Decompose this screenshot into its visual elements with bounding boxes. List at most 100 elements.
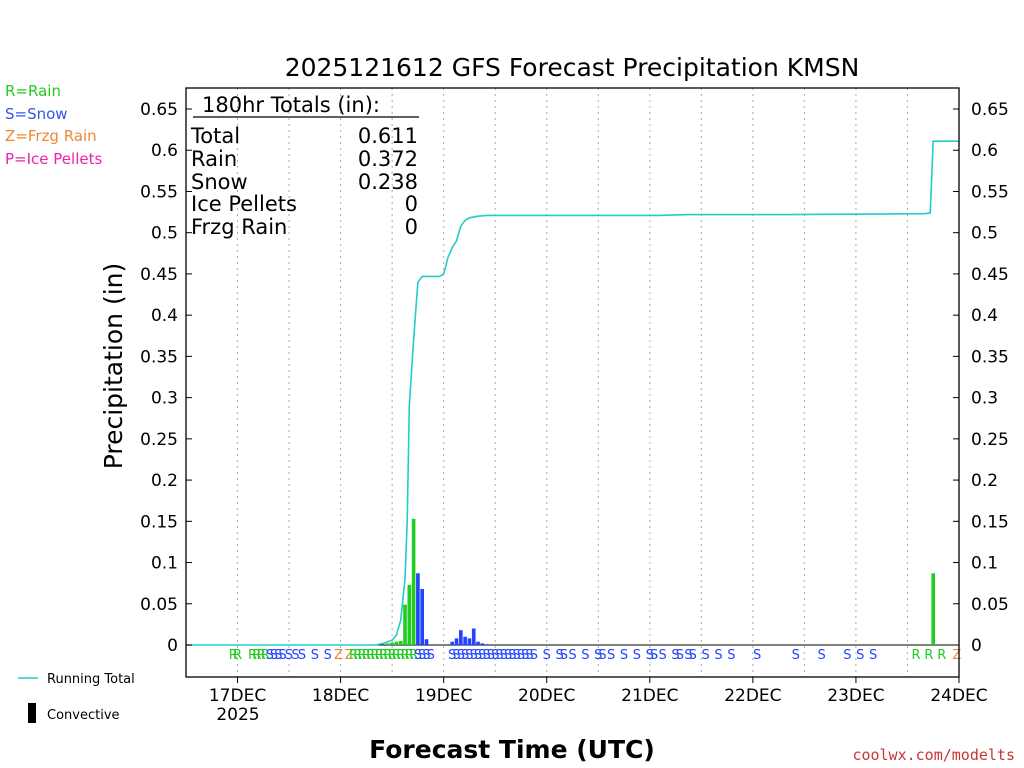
ptype-marker: S xyxy=(285,648,293,663)
totals-label-rain: Rain xyxy=(191,147,237,171)
y-tick-label-left: 0 xyxy=(167,636,178,656)
ptype-marker: S xyxy=(792,648,800,663)
ptype-marker: R xyxy=(379,648,388,663)
ptype-marker: S xyxy=(727,648,735,663)
y-tick-label-right: 0.25 xyxy=(971,430,1009,450)
y-tick-label-right: 0.05 xyxy=(971,595,1009,615)
ptype-marker: R xyxy=(405,648,414,663)
ptype-marker: S xyxy=(646,648,654,663)
ptype-marker: S xyxy=(817,648,825,663)
convective-legend-swatch xyxy=(28,703,36,723)
ptype-marker: S xyxy=(508,648,516,663)
rain-bar xyxy=(398,640,403,645)
ptype-marker: S xyxy=(270,648,278,663)
y-tick-label-left: 0.3 xyxy=(151,389,178,409)
ptype-marker: S xyxy=(324,648,332,663)
snow-bar xyxy=(484,644,489,645)
ptype-marker: S xyxy=(274,648,282,663)
rain-bar xyxy=(386,643,390,645)
snow-bar xyxy=(476,641,480,645)
year-label: 2025 xyxy=(216,705,259,725)
y-tick-label-left: 0.45 xyxy=(140,265,178,285)
y-tick-label-right: 0.45 xyxy=(971,265,1009,285)
y-tick-label-left: 0.05 xyxy=(140,595,178,615)
y-tick-label-right: 0.5 xyxy=(971,224,998,244)
x-tick-label: 20DEC xyxy=(518,686,575,706)
ptype-marker: S xyxy=(418,648,426,663)
ptype-marker: R xyxy=(409,648,418,663)
ptype-marker: S xyxy=(457,648,465,663)
x-tick-label: 23DEC xyxy=(827,686,884,706)
y-tick-label-left: 0.6 xyxy=(151,141,178,161)
ptype-marker: R xyxy=(370,648,379,663)
ptype-marker: R xyxy=(396,648,405,663)
ptype-marker: R xyxy=(353,648,362,663)
y-tick-label-left: 0.15 xyxy=(140,512,178,532)
totals-value-total: 0.611 xyxy=(358,124,418,148)
x-tick-label: 22DEC xyxy=(724,686,781,706)
totals-value-ice-pellets: 0 xyxy=(405,192,418,216)
running-total-line xyxy=(186,140,959,646)
y-axis-label: Precipitation (in) xyxy=(99,263,128,470)
y-tick-label-left: 0.25 xyxy=(140,430,178,450)
y-tick-label-right: 0.55 xyxy=(971,182,1009,202)
ptype-marker: R xyxy=(261,648,270,663)
ptype-marker: R xyxy=(400,648,409,663)
snow-bar xyxy=(471,628,476,645)
ptype-marker: S xyxy=(568,648,576,663)
ptype-marker: S xyxy=(856,648,864,663)
ptype-marker: S xyxy=(594,648,602,663)
ptype-marker: S xyxy=(465,648,473,663)
y-tick-label-left: 0.2 xyxy=(151,471,178,491)
ptype-marker: R xyxy=(383,648,392,663)
ptype-marker: S xyxy=(560,648,568,663)
snow-bar xyxy=(450,641,455,645)
totals-label-snow: Snow xyxy=(191,170,248,194)
ptype-marker: S xyxy=(633,648,641,663)
ptype-marker: R xyxy=(257,648,266,663)
ptype-marker: S xyxy=(495,648,503,663)
y-tick-label-right: 0.6 xyxy=(971,141,998,161)
ptype-marker: S xyxy=(525,648,533,663)
site-credit: coolwx.com/modelts xyxy=(852,746,1015,764)
plot-frame xyxy=(185,87,960,678)
legend-snow: S=Snow xyxy=(5,105,68,123)
y-tick-label-left: 0.65 xyxy=(140,100,178,120)
ptype-marker: S xyxy=(555,648,563,663)
series-legend: Running Total Convective xyxy=(18,672,135,723)
ptype-marker: S xyxy=(689,648,697,663)
snow-bar xyxy=(467,638,472,645)
y-tick-label-left: 0.35 xyxy=(140,347,178,367)
ptype-marker: R xyxy=(392,648,401,663)
ptype-marker: S xyxy=(581,648,589,663)
grid-layer xyxy=(186,88,959,677)
rain-bar xyxy=(407,584,412,645)
y-tick-label-left: 0.5 xyxy=(151,224,178,244)
rain-bar xyxy=(390,642,394,645)
ptype-marker: S xyxy=(517,648,525,663)
ptype-marker: S xyxy=(701,648,709,663)
running-total-legend-label: Running Total xyxy=(47,672,135,687)
y-tick-label-right: 0.65 xyxy=(971,100,1009,120)
ptype-marker: Z xyxy=(345,648,354,663)
x-tick-label: 19DEC xyxy=(415,686,472,706)
ptype-marker: R xyxy=(362,648,371,663)
ptype-marker: R xyxy=(358,648,367,663)
ptype-marker: R xyxy=(229,648,238,663)
ptype-marker: S xyxy=(521,648,529,663)
ptype-marker: S xyxy=(513,648,521,663)
legend-frzg-rain: Z=Frzg Rain xyxy=(5,127,97,145)
ptype-marker: S xyxy=(500,648,508,663)
ptype-marker: S xyxy=(414,648,422,663)
ptype-marker: R xyxy=(388,648,397,663)
ptype-marker: S xyxy=(482,648,490,663)
ptype-marker: S xyxy=(607,648,615,663)
ptype-marker: S xyxy=(278,648,286,663)
ptype-marker: S xyxy=(504,648,512,663)
y-tick-label-right: 0 xyxy=(971,636,982,656)
ptype-marker: S xyxy=(650,648,658,663)
ptype-marker: S xyxy=(422,648,430,663)
ptype-marker: R xyxy=(252,648,261,663)
ptype-marker: S xyxy=(291,648,299,663)
